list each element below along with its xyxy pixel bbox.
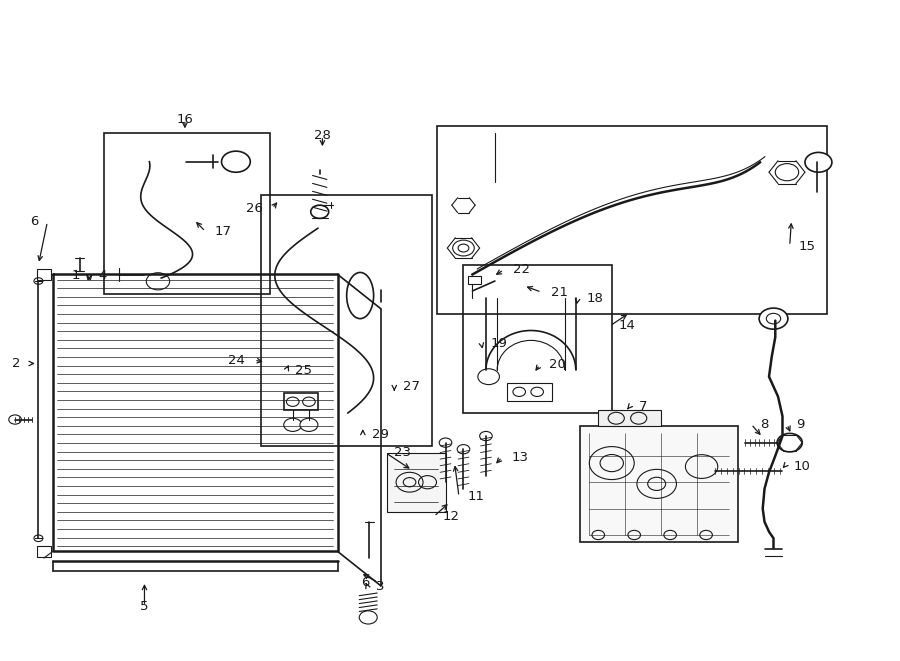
- Text: 20: 20: [549, 358, 566, 371]
- Circle shape: [284, 418, 302, 432]
- Bar: [261, 195, 432, 446]
- Text: 6: 6: [361, 576, 369, 589]
- Text: 2: 2: [12, 357, 21, 370]
- Circle shape: [777, 434, 802, 452]
- Text: 9: 9: [796, 418, 805, 431]
- Text: 17: 17: [214, 225, 231, 238]
- Circle shape: [221, 151, 250, 173]
- Text: 23: 23: [394, 446, 411, 459]
- Text: 8: 8: [760, 418, 769, 431]
- Bar: [507, 383, 552, 401]
- Circle shape: [805, 153, 832, 173]
- Bar: [580, 426, 738, 541]
- Bar: [436, 126, 827, 314]
- Text: 29: 29: [372, 428, 389, 442]
- Circle shape: [147, 273, 169, 290]
- Text: 6: 6: [30, 215, 39, 228]
- Text: 7: 7: [639, 400, 647, 413]
- Bar: [284, 393, 318, 410]
- Text: 24: 24: [229, 354, 245, 367]
- Text: 11: 11: [468, 490, 485, 503]
- Text: 18: 18: [587, 292, 604, 305]
- Text: 16: 16: [176, 113, 194, 126]
- Bar: [464, 264, 612, 413]
- Circle shape: [300, 418, 318, 432]
- Bar: [468, 276, 482, 284]
- Bar: [37, 546, 51, 557]
- Bar: [598, 410, 662, 426]
- Circle shape: [478, 369, 500, 385]
- Text: 3: 3: [376, 580, 385, 593]
- Text: 13: 13: [511, 451, 528, 463]
- Text: 22: 22: [513, 263, 530, 276]
- Text: 1: 1: [71, 269, 80, 282]
- Text: 14: 14: [619, 319, 635, 332]
- Text: 27: 27: [403, 380, 420, 393]
- Text: 19: 19: [491, 337, 508, 350]
- Text: 15: 15: [798, 239, 815, 253]
- Text: 12: 12: [443, 510, 460, 523]
- Bar: [387, 453, 446, 512]
- Text: 5: 5: [140, 600, 148, 613]
- Bar: [104, 133, 270, 294]
- Text: 21: 21: [551, 286, 568, 299]
- Text: 28: 28: [314, 130, 331, 142]
- Text: 26: 26: [247, 202, 263, 215]
- Text: 25: 25: [295, 364, 312, 377]
- Circle shape: [759, 308, 788, 329]
- Text: 4: 4: [99, 269, 107, 282]
- Bar: [37, 269, 51, 280]
- Text: 10: 10: [793, 460, 810, 473]
